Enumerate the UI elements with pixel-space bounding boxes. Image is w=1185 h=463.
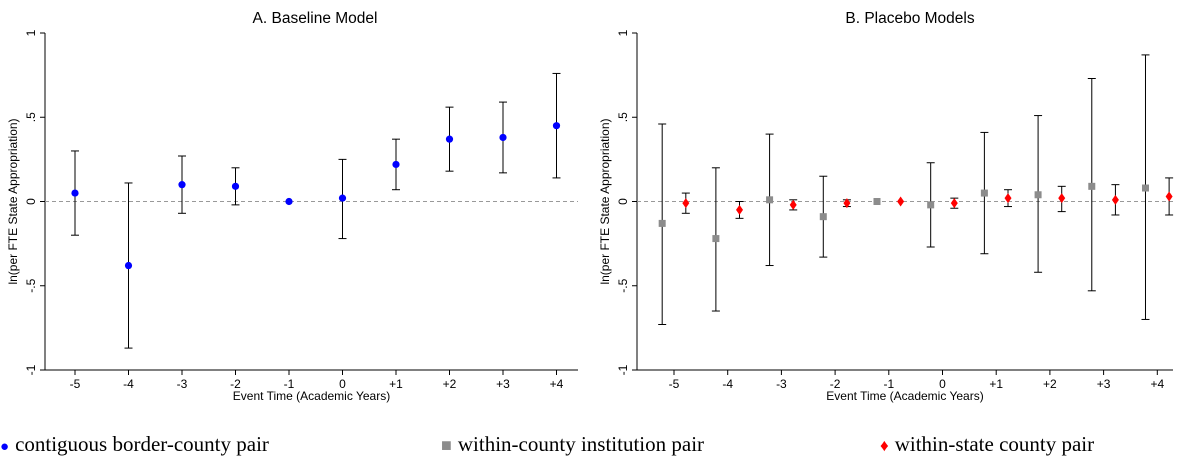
x-tick-label: -4 — [722, 377, 733, 391]
data-point-diamond — [736, 205, 743, 215]
x-tick-label: -3 — [177, 377, 188, 391]
charts-canvas: A. Baseline Model -1 -.5 0 .5 1 ln(per FTE Sta… — [0, 0, 1185, 430]
y-tick-label: -1 — [616, 364, 630, 375]
data-point-diamond — [897, 197, 904, 207]
data-point-circle — [178, 181, 185, 188]
data-point-circle — [392, 161, 399, 168]
y-tick-label: -.5 — [616, 278, 630, 292]
legend-label-within-county: within-county institution pair — [458, 432, 704, 456]
x-tick-label: -4 — [123, 377, 134, 391]
data-point-circle — [553, 122, 560, 129]
data-point-circle — [71, 189, 78, 196]
data-point-diamond — [1166, 191, 1173, 201]
x-tick-label: +1 — [989, 377, 1003, 391]
legend-item-border-county: ● contiguous border-county pair — [0, 432, 269, 457]
data-point-diamond — [682, 198, 689, 208]
x-tick-label: +3 — [1097, 377, 1111, 391]
chart-title: B. Placebo Models — [845, 10, 974, 27]
data-point-circle — [499, 134, 506, 141]
data-point-circle — [125, 262, 132, 269]
data-point-square — [712, 235, 719, 242]
data-point-diamond — [1112, 195, 1119, 205]
chart-panel-a: A. Baseline Model -1 -.5 0 .5 1 ln(per FTE Sta… — [6, 10, 578, 403]
data-point-circle — [285, 198, 292, 205]
x-tick-label: +2 — [1043, 377, 1057, 391]
data-point-circle — [446, 136, 453, 143]
x-tick-label: +1 — [389, 377, 403, 391]
x-tick-label: +2 — [443, 377, 457, 391]
x-tick-label: +3 — [496, 377, 510, 391]
data-point-diamond — [790, 200, 797, 210]
legend-item-within-state: ♦ within-state county pair — [880, 432, 1094, 457]
square-marker-icon: ■ — [441, 435, 452, 456]
y-tick-label: -1 — [24, 364, 38, 375]
x-axis-label: Event Time (Academic Years) — [826, 389, 983, 403]
y-axis-label: ln(per FTE State Appropriation) — [598, 118, 612, 284]
x-tick-label: -3 — [776, 377, 787, 391]
y-tick-label: .5 — [24, 112, 38, 122]
y-tick-label: 1 — [616, 29, 630, 36]
data-point-circle — [339, 195, 346, 202]
y-axis-label: ln(per FTE State Appropriation) — [6, 118, 20, 284]
data-point-square — [1088, 183, 1095, 190]
data-point-diamond — [951, 198, 958, 208]
data-point-circle — [232, 183, 239, 190]
y-tick-label: 0 — [616, 198, 630, 205]
data-point-square — [820, 213, 827, 220]
data-point-square — [927, 201, 934, 208]
y-tick-label: 1 — [24, 29, 38, 36]
legend-item-within-county: ■ within-county institution pair — [441, 432, 704, 457]
data-point-square — [659, 220, 666, 227]
data-point-square — [1142, 185, 1149, 192]
x-tick-label: +4 — [1150, 377, 1164, 391]
x-axis-label: Event Time (Academic Years) — [233, 389, 390, 403]
data-point-square — [766, 196, 773, 203]
y-tick-label: .5 — [616, 112, 630, 122]
data-point-square — [1035, 191, 1042, 198]
y-tick-label: -.5 — [24, 278, 38, 292]
diamond-marker-icon: ♦ — [880, 436, 889, 456]
y-tick-label: 0 — [24, 198, 38, 205]
x-tick-label: -5 — [70, 377, 81, 391]
chart-title: A. Baseline Model — [253, 10, 378, 27]
data-point-square — [873, 198, 880, 205]
legend-label-within-state: within-state county pair — [895, 432, 1094, 456]
chart-panel-b: B. Placebo Models -1 -.5 0 .5 1 ln(per FTE Sta… — [598, 10, 1173, 403]
x-tick-label: -5 — [669, 377, 680, 391]
legend: ● contiguous border-county pair ■ within-c… — [0, 432, 1185, 463]
x-tick-label: +4 — [550, 377, 564, 391]
legend-label-border-county: contiguous border-county pair — [15, 432, 269, 456]
circle-marker-icon: ● — [0, 439, 9, 456]
data-point-square — [981, 190, 988, 197]
